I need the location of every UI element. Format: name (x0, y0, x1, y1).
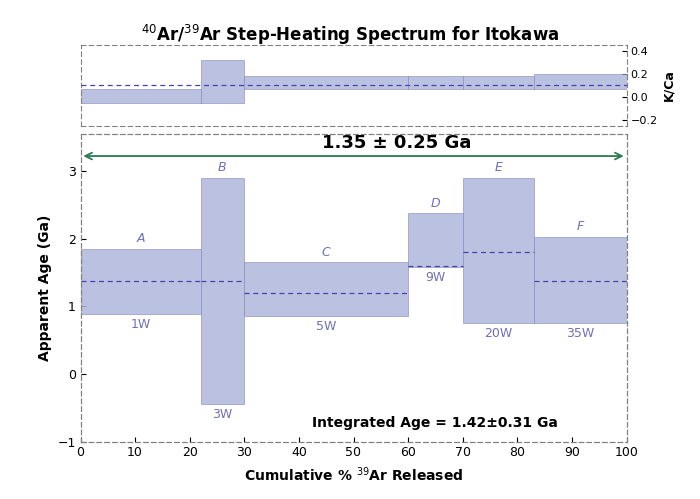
Y-axis label: Apparent Age (Ga): Apparent Age (Ga) (38, 215, 52, 361)
Bar (408, 76, 463, 89)
Text: 1.35 ± 0.25 Ga: 1.35 ± 0.25 Ga (323, 134, 472, 152)
Text: F: F (577, 220, 584, 233)
Text: A: A (136, 233, 145, 246)
Text: 9W: 9W (426, 271, 445, 284)
Bar (201, 178, 244, 404)
Text: B: B (218, 161, 227, 174)
Bar (408, 213, 463, 267)
Text: 35W: 35W (566, 327, 594, 340)
Text: C: C (322, 246, 330, 259)
Bar (533, 237, 626, 323)
Bar (244, 76, 408, 89)
Text: 5W: 5W (316, 320, 337, 333)
Text: 3W: 3W (212, 409, 232, 422)
Text: $^{40}$Ar/$^{39}$Ar Step-Heating Spectrum for Itokawa: $^{40}$Ar/$^{39}$Ar Step-Heating Spectru… (141, 22, 559, 46)
Text: Integrated Age = 1.42±0.31 Ga: Integrated Age = 1.42±0.31 Ga (312, 416, 559, 430)
Bar (80, 249, 201, 314)
Y-axis label: K/Ca: K/Ca (662, 69, 675, 101)
X-axis label: Cumulative % $^{39}$Ar Released: Cumulative % $^{39}$Ar Released (244, 465, 463, 484)
Text: D: D (430, 197, 440, 210)
Text: 1W: 1W (130, 318, 150, 331)
Bar (244, 262, 408, 316)
Bar (533, 74, 626, 89)
Bar (463, 76, 533, 89)
Bar (80, 89, 201, 103)
Bar (463, 178, 533, 323)
Bar (201, 60, 244, 103)
Text: 20W: 20W (484, 327, 512, 340)
Text: E: E (494, 161, 502, 174)
